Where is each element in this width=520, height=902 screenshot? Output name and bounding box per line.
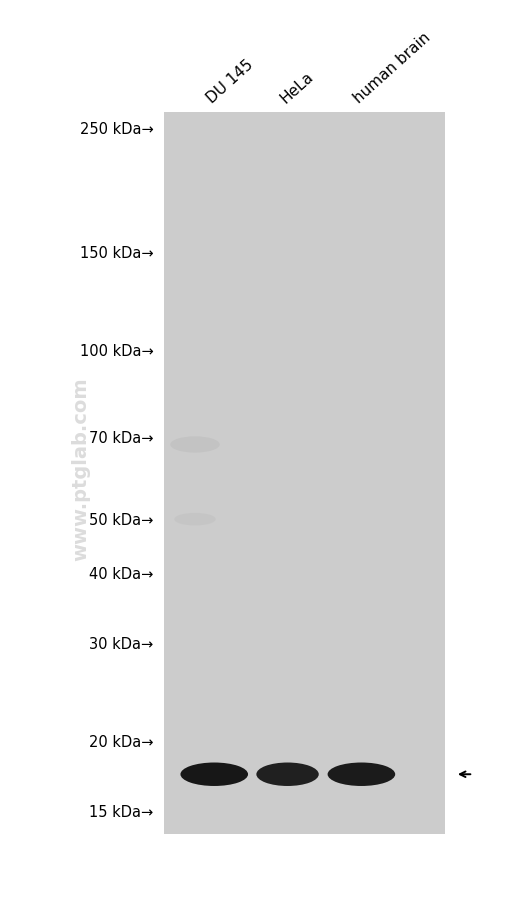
Text: 70 kDa→: 70 kDa→ [89, 430, 153, 446]
Text: 150 kDa→: 150 kDa→ [80, 245, 153, 261]
Ellipse shape [174, 513, 216, 526]
Ellipse shape [256, 763, 319, 787]
Text: 20 kDa→: 20 kDa→ [89, 734, 153, 750]
Text: DU 145: DU 145 [204, 58, 256, 106]
Text: 30 kDa→: 30 kDa→ [89, 636, 153, 651]
Text: 100 kDa→: 100 kDa→ [80, 344, 153, 359]
Text: 40 kDa→: 40 kDa→ [89, 566, 153, 581]
Text: HeLa: HeLa [278, 69, 317, 106]
Text: 15 kDa→: 15 kDa→ [89, 805, 153, 819]
Ellipse shape [328, 763, 395, 787]
Text: human brain: human brain [352, 30, 434, 106]
Ellipse shape [171, 437, 219, 453]
Text: 50 kDa→: 50 kDa→ [89, 512, 153, 527]
Ellipse shape [180, 763, 248, 787]
Bar [164, 113, 445, 834]
Text: www.ptglab.com: www.ptglab.com [71, 377, 90, 561]
Text: 250 kDa→: 250 kDa→ [80, 122, 153, 136]
